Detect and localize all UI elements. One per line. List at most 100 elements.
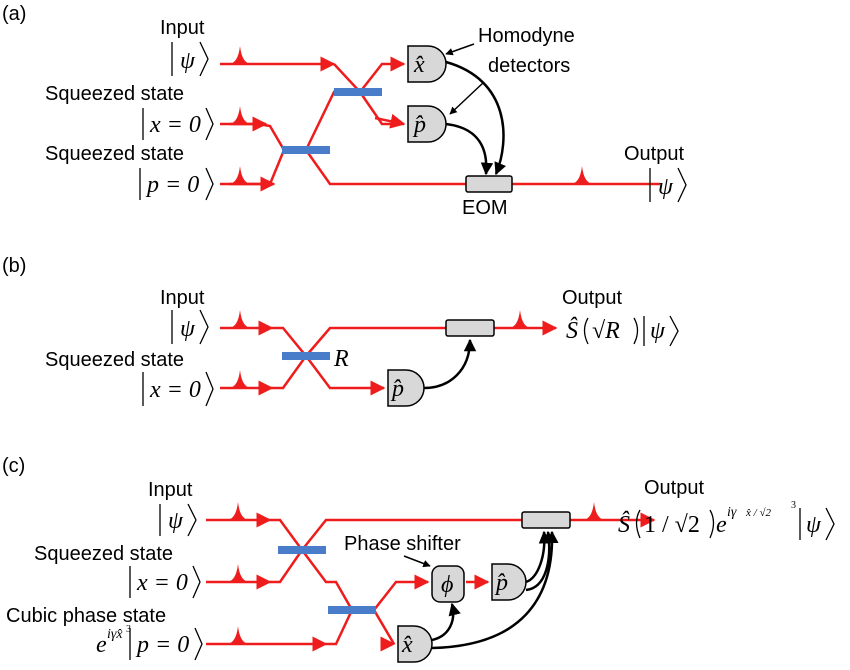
panel-c-beam-splitter-1 xyxy=(278,546,326,554)
panel-a-beam-to-p xyxy=(220,90,404,152)
panel-c-phase-shifter-pointer xyxy=(403,555,431,568)
panel-b-output-expression: Ŝ √R ψ xyxy=(566,315,679,347)
panel-b-bs-label: R xyxy=(333,346,349,372)
svg-text:√R: √R xyxy=(592,318,620,344)
panel-a-eom-label: EOM xyxy=(462,197,508,219)
panel-b-beam-to-p xyxy=(272,353,386,396)
panel-a-beam-splitter-1 xyxy=(334,88,382,96)
svg-text:p = 0: p = 0 xyxy=(135,632,189,658)
panel-a-input-label: Input xyxy=(160,17,205,39)
panel-a-squeezed-label-2: Squeezed state xyxy=(45,143,184,165)
panel-a-input-pulse xyxy=(228,46,252,64)
panel-b-det-p-label: p̂ xyxy=(390,376,404,402)
svg-text:ψ: ψ xyxy=(650,318,666,344)
panel-b-main-beam xyxy=(272,320,558,358)
panel-a: (a) Input ψ Squeezed state x = 0 Squeeze… xyxy=(2,3,687,219)
panel-b-squeezed-pulse xyxy=(228,370,252,388)
svg-text:Ŝ: Ŝ xyxy=(618,511,630,538)
svg-text:iγx̂: iγx̂ xyxy=(107,627,123,642)
panel-c-input-label: Input xyxy=(148,479,193,501)
panel-a-feedforward-p xyxy=(445,122,494,176)
panel-a-homodyne-pointer-2 xyxy=(449,81,485,115)
svg-text:1 / √2: 1 / √2 xyxy=(644,512,700,538)
panel-a-beam-splitter-2 xyxy=(282,146,330,154)
svg-text:ψ: ψ xyxy=(180,48,196,74)
panel-c-phase-shifter-label: Phase shifter xyxy=(344,533,461,555)
svg-text:x = 0: x = 0 xyxy=(149,377,201,403)
panel-c-squeezed-pulse xyxy=(226,564,250,582)
panel-c-output-expression: Ŝ 1 / √2 e iγ x̂ / √2 3 ψ xyxy=(618,500,835,541)
panel-c-homodyne-detector-x xyxy=(397,625,433,663)
panel-a-beam-to-x xyxy=(333,56,406,94)
panel-c-beam-splitter-2 xyxy=(328,606,376,614)
panel-b-squeezed-ket: x = 0 xyxy=(142,371,214,407)
panel-b-input-pulse xyxy=(228,310,252,328)
panel-c: (c) Input ψ Squeezed state x = 0 Cubic p… xyxy=(2,455,835,663)
panel-c-homodyne-detector-p xyxy=(491,563,527,601)
panel-c-output-label: Output xyxy=(644,477,704,499)
panel-a-squeezed-label-1: Squeezed state xyxy=(45,83,184,105)
panel-b-feedforward xyxy=(423,338,477,390)
svg-text:x̂ / √2: x̂ / √2 xyxy=(745,507,771,519)
panel-b-squeezer-device xyxy=(445,319,495,337)
panel-c-tag: (c) xyxy=(2,455,25,477)
panel-b-homodyne-detector-p xyxy=(387,369,425,407)
panel-a-homodyne-detector-x xyxy=(407,45,447,83)
panel-a-feedforward-x xyxy=(445,60,507,176)
panel-c-feedforward-x-to-phase xyxy=(431,602,461,642)
svg-text:x = 0: x = 0 xyxy=(149,112,201,138)
svg-text:x = 0: x = 0 xyxy=(136,570,188,596)
panel-c-feedforward-p-1 xyxy=(525,530,552,584)
panel-c-beam-to-phase xyxy=(270,547,430,612)
panel-c-input-ket: ψ xyxy=(159,503,197,537)
svg-text:ψ: ψ xyxy=(180,316,196,342)
panel-a-input-ket: ψ xyxy=(171,41,209,77)
panel-c-cubic-ket: e iγx̂ 3 p = 0 xyxy=(96,624,203,661)
panel-c-cubic-label: Cubic phase state xyxy=(6,605,166,627)
panel-a-squeezed-pulse-1 xyxy=(228,106,252,124)
panel-a-homodyne-label-2: detectors xyxy=(488,55,570,77)
svg-text:iγ: iγ xyxy=(727,505,737,520)
svg-text:e: e xyxy=(96,632,107,658)
panel-c-output-device xyxy=(521,511,571,529)
panel-b-squeezed-label: Squeezed state xyxy=(45,349,184,371)
panel-c-cubic-pulse xyxy=(226,626,250,644)
panel-c-phi-label: ϕ xyxy=(441,572,453,598)
svg-text:p = 0: p = 0 xyxy=(145,172,199,198)
panel-a-homodyne-pointer-1 xyxy=(445,43,475,56)
panel-a-eom xyxy=(465,175,513,193)
panel-a-squeezed-ket-1: x = 0 xyxy=(142,107,214,141)
panel-a-det-p-label: p̂ xyxy=(412,112,426,138)
panel-b-tag: (b) xyxy=(2,255,26,277)
panel-b-output-pulse xyxy=(508,310,532,328)
panel-a-output-pulse xyxy=(570,166,594,184)
panel-a-homodyne-label-1: Homodyne xyxy=(478,25,575,47)
panel-c-beam-to-x xyxy=(326,608,396,646)
panel-a-main-beam xyxy=(220,148,660,186)
panel-b-beam-splitter xyxy=(282,352,330,360)
svg-text:e: e xyxy=(716,512,727,538)
panel-a-squeezed-ket-2: p = 0 xyxy=(139,167,214,201)
svg-text:3: 3 xyxy=(126,624,131,635)
svg-text:3: 3 xyxy=(791,500,796,511)
panel-b-input-label: Input xyxy=(160,287,205,309)
svg-text:Ŝ: Ŝ xyxy=(566,317,578,344)
panel-a-squeezed-pulse-2 xyxy=(228,166,252,184)
panel-a-beam-arrow-p xyxy=(374,113,406,129)
panel-c-phase-shifter xyxy=(431,565,465,603)
panel-c-main-beam xyxy=(270,512,656,553)
panel-b-output-label: Output xyxy=(562,287,622,309)
svg-text:ψ: ψ xyxy=(168,508,184,534)
svg-text:ψ: ψ xyxy=(806,512,822,538)
panel-b: (b) Input ψ Squeezed state x = 0 R p̂ Ou… xyxy=(2,255,679,407)
panel-c-feedforward-x-to-device xyxy=(431,530,559,650)
panel-a-output-ket: ψ xyxy=(649,167,687,203)
panel-c-input-pulse xyxy=(226,502,250,520)
panel-c-output-pulse xyxy=(582,502,606,520)
panel-c-feedforward-p-2 xyxy=(525,530,556,592)
panel-a-tag: (a) xyxy=(2,3,26,25)
panel-c-det-x-label: x̂ xyxy=(401,632,413,658)
panel-c-squeezed-label: Squeezed state xyxy=(34,543,173,565)
panel-a-output-label: Output xyxy=(624,143,684,165)
